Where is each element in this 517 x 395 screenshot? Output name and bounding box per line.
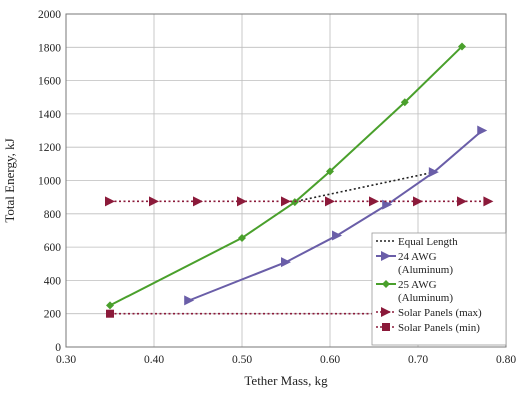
series <box>105 42 494 318</box>
x-tick-label: 0.80 <box>496 354 516 366</box>
series-3 <box>105 196 494 207</box>
data-point <box>457 196 467 207</box>
data-point <box>332 230 343 241</box>
y-tick-label: 0 <box>55 342 61 354</box>
legend-entry-label: 24 AWG <box>398 251 437 263</box>
legend-swatch-marker <box>381 307 391 317</box>
legend-entry-label: Solar Panels (min) <box>398 322 480 334</box>
data-point <box>325 196 335 207</box>
data-point <box>238 233 246 242</box>
y-tick-label: 800 <box>44 209 62 221</box>
data-point <box>106 309 114 318</box>
x-tick-label: 0.50 <box>232 354 252 366</box>
series-1 <box>184 125 488 306</box>
y-tick-label: 200 <box>44 309 62 321</box>
legend-swatch-marker <box>381 251 391 261</box>
legend-entry-label: Equal Length <box>398 236 458 248</box>
legend-entry-label: (Aluminum) <box>398 292 453 304</box>
data-point <box>428 167 439 178</box>
x-tick-label: 0.60 <box>320 354 340 366</box>
data-point <box>382 199 393 210</box>
series-line <box>188 129 483 302</box>
data-point <box>369 196 379 207</box>
series-line <box>291 171 435 203</box>
data-point <box>290 198 299 207</box>
series-line <box>109 45 463 307</box>
x-tick-label: 0.30 <box>56 354 76 366</box>
data-point <box>149 196 159 207</box>
y-axis-label: Total Energy, kJ <box>2 138 17 222</box>
legend-swatch-marker <box>382 280 390 288</box>
tick-labels: 0.30 0.40 0.50 0.60 0.70 0.80 0 200 400 600 800 100… <box>38 9 516 366</box>
legend-entry-label: 25 AWG <box>398 279 437 291</box>
series-2 <box>106 42 466 310</box>
data-point <box>281 196 291 207</box>
plot-frame <box>65 13 507 348</box>
series-0 <box>291 171 435 203</box>
legend-entry-label: Solar Panels (max) <box>398 307 482 319</box>
data-point <box>477 125 488 136</box>
y-tick-label: 1800 <box>38 42 61 54</box>
data-point <box>281 257 291 268</box>
data-point <box>184 295 195 306</box>
x-tick-label: 0.40 <box>144 354 164 366</box>
y-tick-label: 1200 <box>38 142 61 154</box>
data-point <box>400 98 409 107</box>
legend-entry-label: (Aluminum) <box>398 264 453 276</box>
data-point <box>458 42 466 51</box>
y-tick-label: 2000 <box>38 9 61 21</box>
data-point <box>413 196 423 207</box>
x-axis-label: Tether Mass, kg <box>244 373 328 388</box>
y-tick-label: 400 <box>44 275 62 287</box>
x-tick-label: 0.70 <box>408 354 428 366</box>
y-tick-label: 1000 <box>38 176 61 188</box>
data-point <box>237 196 247 207</box>
data-point <box>105 196 115 207</box>
y-tick-label: 1400 <box>38 109 61 121</box>
legend-swatch-marker <box>382 323 390 331</box>
legend-box <box>371 232 507 346</box>
y-tick-label: 600 <box>44 242 62 254</box>
data-point <box>483 196 494 207</box>
y-tick-label: 1600 <box>38 76 61 88</box>
data-point <box>106 301 114 310</box>
data-point <box>193 196 203 207</box>
data-point <box>326 167 334 176</box>
